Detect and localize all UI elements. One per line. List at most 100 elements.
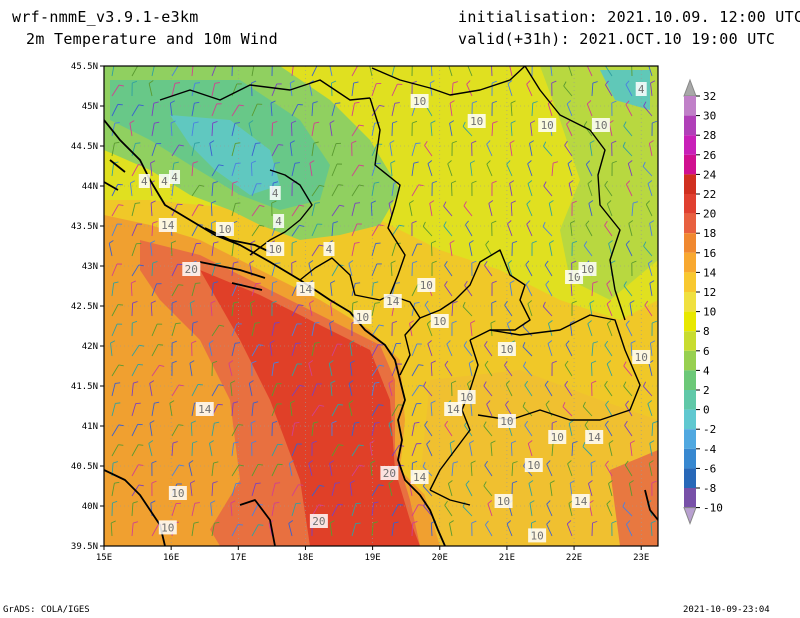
wind-barb-flag [549,480,555,484]
wind-barb [606,283,613,297]
wind-barb-flag [258,344,264,346]
contour-label-box [269,186,281,200]
wind-barb-flag [570,320,575,324]
wind-barb-flag [471,180,477,184]
contour-label: 14 [161,219,175,232]
wind-barb [289,403,293,417]
wind-barb-flag [486,140,491,145]
wind-barb [111,383,116,397]
wind-barb-flag [483,481,487,487]
border-croatia-bosnia-north [159,79,371,101]
lat-tick-label: 44N [82,182,98,192]
wind-barb [291,323,298,337]
wind-barb [291,385,300,397]
wind-barb-flag [352,301,358,304]
wind-barb [351,423,355,437]
wind-barb-flag [234,342,241,344]
wind-barb-flag [118,444,124,446]
contour-label: 4 [141,175,148,188]
wind-barb-flag [289,80,295,84]
wind-barb-flag [512,480,518,484]
wind-barb [131,243,137,257]
wind-barb [331,404,339,417]
wind-barb [429,83,433,97]
wind-barb-flag [484,340,488,346]
initialisation-time: initialisation: 2021.10.09. 12:00 UTC [458,8,800,26]
wind-barb-flag [622,501,626,507]
wind-barb-flag [451,380,457,384]
wind-barb-flag [253,401,259,404]
wind-barb-flag [605,61,608,65]
wind-barb-flag [591,380,597,384]
wind-barb-flag [490,320,496,324]
wind-barb [464,285,473,297]
wind-barb-flag [524,420,528,426]
wind-barb [170,123,173,137]
wind-barb [231,303,234,317]
wind-barb-flag [313,141,319,144]
wind-barb [589,143,593,157]
contour-label: 14 [574,495,588,508]
wind-barb [423,505,433,517]
wind-barb-flag [648,60,652,63]
wind-barb [431,242,433,257]
wind-barb-flag [511,200,516,204]
wind-barb-flag [632,201,639,204]
contour-label: 20 [185,263,198,276]
wind-barb-flag [233,301,239,304]
wind-barb-flag [272,420,278,424]
wind-barb-flag [169,400,175,404]
lat-tick-label: 44.5N [71,142,98,152]
wind-barb [171,443,174,457]
wind-barb-flag [609,120,614,124]
wind-barb [548,243,553,257]
wind-barb-flag [624,420,628,426]
wind-barb-flag [353,81,359,84]
wind-barb-flag [394,102,400,104]
wind-barb [211,66,217,77]
contour-label-box [585,430,604,444]
wind-barb [191,442,193,457]
colorbar-swatch [684,233,696,253]
contour-label-box [309,514,328,528]
wind-barb [170,242,173,257]
wind-barb-flag [329,520,335,524]
contour-label: 20 [312,515,325,528]
contour-label: 10 [581,263,594,276]
wind-barb [331,184,339,197]
wind-barb-flag [214,82,220,84]
wind-barb [291,363,298,377]
wind-barb-flag [447,160,452,165]
wind-barb [230,503,233,517]
colorbar-swatch [684,350,696,371]
wind-barb [566,124,573,137]
wind-barb-flag [418,504,424,506]
wind-barb-flag [643,101,647,107]
wind-barb [606,363,613,377]
wind-barb [488,203,493,217]
wind-barb [151,524,159,537]
wind-barb-flag [137,364,143,366]
wind-barb-flag [626,180,631,185]
wind-barb [566,103,573,117]
wind-barb-flag [566,520,572,525]
wind-barb [630,343,633,357]
wind-barb-flag [553,161,559,164]
wind-barb-flag [257,464,264,466]
contour-label: 10 [161,521,174,534]
contour-label: 14 [413,471,427,484]
wind-barb-flag [394,282,401,284]
wind-barb-flag [509,140,515,144]
wind-barb [408,203,413,217]
wind-barb [391,224,400,237]
wind-barb [371,143,378,157]
wind-barb [111,283,115,297]
wind-barb [111,163,115,177]
generation-timestamp: 2021-10-09-23:04 [683,605,770,615]
wind-barb-flag [138,484,144,487]
colorbar-label: 12 [703,286,716,299]
wind-barb [411,163,415,177]
wind-barb-flag [650,80,656,84]
wind-barb-flag [299,384,305,387]
product-title: 2m Temperature and 10m Wind [26,30,278,48]
